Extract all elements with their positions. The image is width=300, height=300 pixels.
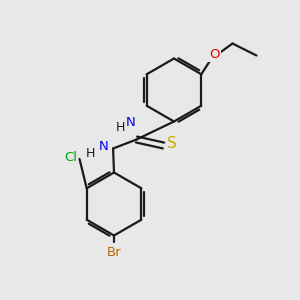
Text: H: H [115,121,125,134]
Text: N: N [99,140,108,154]
Text: Cl: Cl [64,151,77,164]
Text: O: O [209,48,220,62]
Text: S: S [167,136,177,152]
Text: Br: Br [107,245,121,259]
Text: N: N [126,116,135,129]
Text: H: H [86,146,96,160]
